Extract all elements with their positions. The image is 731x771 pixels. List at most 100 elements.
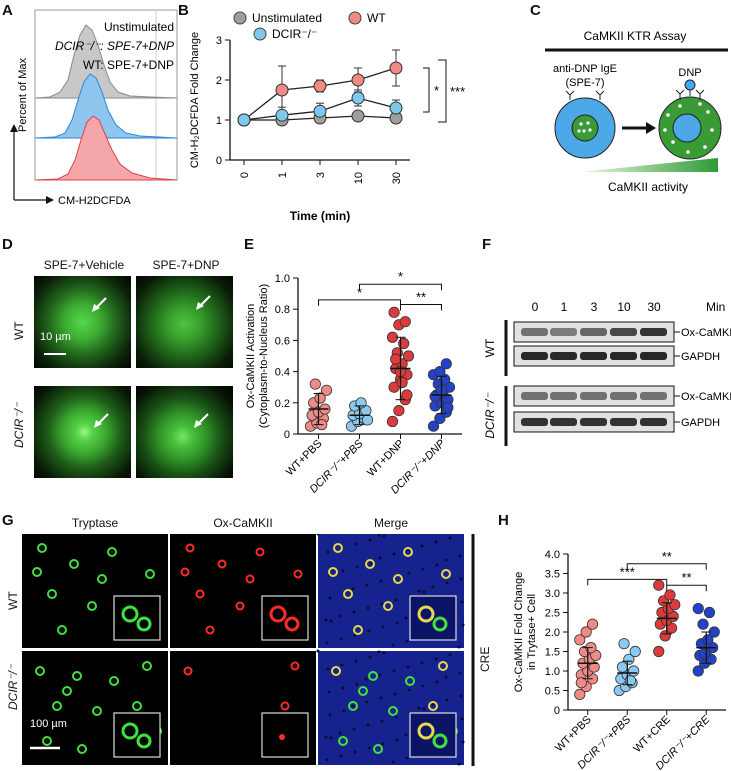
h-sig-bracket <box>626 563 707 570</box>
h-data-point <box>580 626 592 638</box>
e-data-point <box>399 316 411 328</box>
g-tissue-speck <box>395 621 399 625</box>
c-gradient-label: CaMKII activity <box>608 180 688 194</box>
g-tissue-speck <box>431 702 435 706</box>
g-tissue-speck <box>329 736 333 740</box>
h-data-point <box>664 589 676 601</box>
g-oxcamkii-cell <box>255 547 265 557</box>
g-oxcamkii-cell <box>195 589 205 599</box>
g-tryptase-cell <box>52 701 62 711</box>
h-data-point <box>574 688 586 700</box>
f-band <box>580 418 607 426</box>
h-data-point <box>586 618 599 630</box>
f-band <box>580 328 607 336</box>
g-tissue-speck <box>392 669 396 673</box>
histogram-dcir <box>34 73 178 139</box>
h-data-point <box>659 630 671 642</box>
g-tissue-speck <box>352 610 356 614</box>
g-tissue-speck <box>405 756 409 760</box>
g-tissue-speck <box>366 723 370 727</box>
g-oxcamkii-cell <box>205 625 215 635</box>
d-scale-label: 10 µm <box>40 331 71 343</box>
panel-label-h: H <box>498 512 509 529</box>
e-data-point <box>427 420 440 432</box>
g-merge-cell <box>368 671 378 681</box>
b-x-tick-label: 0 <box>239 172 251 178</box>
f-time-label: 3 <box>591 300 598 314</box>
g-tissue-speck <box>435 680 439 684</box>
g-tissue-speck <box>406 665 410 669</box>
g-tissue-speck <box>381 625 385 629</box>
g-tissue-speck <box>324 618 328 622</box>
g-tissue-speck <box>379 579 383 583</box>
d-col-dnp: SPE-7+DNP <box>152 258 220 272</box>
f-time-label: 1 <box>561 300 568 314</box>
h-data-point <box>653 645 665 658</box>
h-y-tick-label: 0.5 <box>545 686 560 698</box>
g-merge-cell <box>331 666 341 676</box>
b-x-tick-label: 10 <box>353 172 365 184</box>
e-data-point <box>434 366 446 378</box>
g-tissue-speck <box>448 536 452 540</box>
g-tryptase-cell <box>142 661 152 671</box>
f-band <box>640 328 667 336</box>
g-tissue-speck <box>407 688 411 692</box>
e-data-point <box>309 378 321 390</box>
g-tryptase-cell <box>97 574 107 584</box>
b-y-tick-label: 3 <box>216 35 222 47</box>
panel-label-e: E <box>244 236 255 253</box>
f-unit: Min <box>706 300 725 314</box>
d-arrowhead-icon <box>94 420 102 428</box>
e-y-tick-label: 0.8 <box>275 304 290 316</box>
d-arrow-icon <box>97 413 109 425</box>
g-tissue-speck <box>444 675 448 679</box>
g-tissue-speck <box>404 616 408 620</box>
g-tissue-speck <box>461 740 465 744</box>
legend-wt: WT: SPE-7+DNP <box>83 58 174 72</box>
e-data-point <box>386 415 399 428</box>
d-arrow-icon <box>199 295 211 307</box>
h-data-point <box>697 618 709 630</box>
d-image-wt-vehicle: 10 µm <box>34 276 131 368</box>
h-data-point <box>699 647 711 660</box>
e-data-point <box>355 397 367 409</box>
g-tissue-speck <box>460 600 464 604</box>
g-merge-cell <box>338 736 348 746</box>
d-arrow-icon <box>197 413 209 425</box>
g-tissue-speck <box>435 563 439 567</box>
e-y-tick-label: 1.0 <box>275 273 290 285</box>
g-tissue-speck <box>326 667 330 671</box>
f-band <box>610 392 637 400</box>
g-micrograph-grid <box>22 534 465 766</box>
g-oxcamkii-cell <box>180 567 190 577</box>
g-tryptase-cell <box>32 567 42 577</box>
f-band <box>580 392 607 400</box>
g-tissue-speck <box>354 542 358 546</box>
g-tissue-speck <box>353 750 357 754</box>
h-data-point <box>574 634 586 646</box>
e-sig-bracket <box>359 283 442 291</box>
g-tissue-speck <box>328 713 332 717</box>
g-tryptase-cell <box>72 671 82 681</box>
g-tissue-speck <box>325 758 329 762</box>
h-data-point <box>692 603 704 615</box>
g-tissue-speck <box>368 538 372 542</box>
h-y-tick-label: 1.5 <box>545 647 560 659</box>
h-y-tick-label: 3.0 <box>545 588 560 600</box>
g-tissue-speck <box>377 534 381 537</box>
h-data-point <box>653 579 665 591</box>
g-panel-1-0 <box>22 651 168 765</box>
f-band <box>640 352 667 360</box>
d-arrowhead-icon <box>92 304 100 312</box>
x-arrow-head <box>46 196 54 204</box>
f-band-label: GAPDH <box>681 417 720 429</box>
legend-unstimulated: Unstimulated <box>104 20 174 34</box>
g-tissue-speck <box>457 762 461 766</box>
histogram-unstimulated <box>34 24 178 99</box>
g-tissue-speck <box>394 715 398 719</box>
g-tissue-speck <box>407 571 411 575</box>
e-y-tick-label: 0.6 <box>275 335 290 347</box>
g-tissue-speck <box>421 567 425 571</box>
e-data-point <box>393 405 405 417</box>
g-tissue-speck <box>355 682 359 686</box>
